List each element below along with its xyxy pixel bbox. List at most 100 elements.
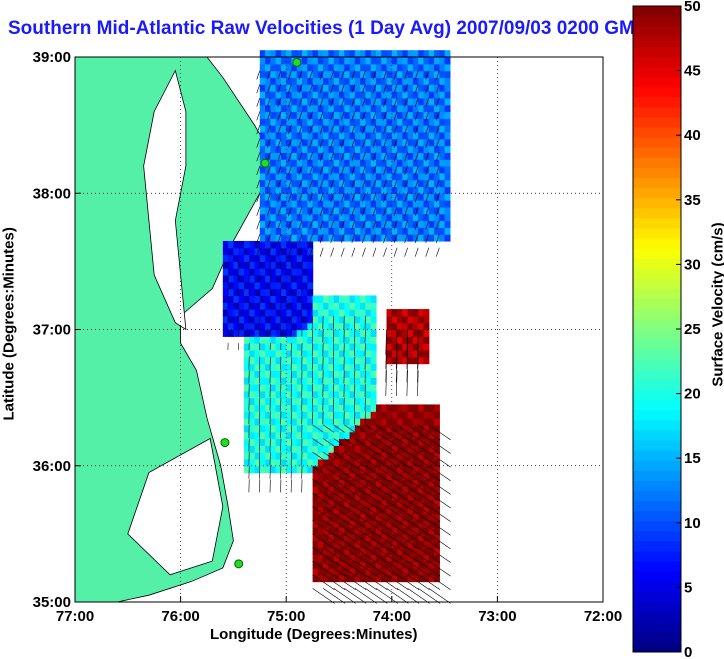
velocity-arrow xyxy=(256,193,261,203)
velocity-arrow xyxy=(417,343,419,369)
velocity-cell xyxy=(291,288,298,297)
velocity-cell xyxy=(360,70,366,79)
velocity-cell xyxy=(370,159,377,167)
velocity-cell xyxy=(228,315,234,324)
velocity-cell xyxy=(360,486,366,494)
velocity-cell xyxy=(275,363,282,371)
velocity-cell xyxy=(434,520,440,528)
velocity-cell xyxy=(307,254,314,262)
velocity-cell xyxy=(354,445,361,453)
velocity-cell xyxy=(312,486,319,494)
velocity-cell xyxy=(339,465,345,474)
velocity-cell xyxy=(365,424,372,433)
velocity-cell xyxy=(333,445,340,453)
velocity-cell xyxy=(434,104,440,113)
velocity-cell xyxy=(402,343,409,351)
velocity-arrow xyxy=(435,179,440,189)
velocity-arrow xyxy=(330,206,335,216)
velocity-arrow xyxy=(256,70,261,80)
velocity-cell xyxy=(412,506,419,515)
velocity-arrow xyxy=(319,220,324,230)
colorbar-band xyxy=(633,228,681,239)
velocity-cell xyxy=(428,179,435,188)
velocity-cell xyxy=(275,138,282,147)
velocity-cell xyxy=(365,472,372,480)
velocity-cell xyxy=(412,329,419,337)
velocity-cell xyxy=(243,281,250,290)
velocity-cell xyxy=(391,193,398,201)
velocity-arrow xyxy=(435,138,440,148)
velocity-cell xyxy=(434,125,440,133)
velocity-cell xyxy=(349,193,356,201)
velocity-cell xyxy=(407,547,414,555)
velocity-arrow xyxy=(333,465,356,481)
velocity-cell xyxy=(375,404,382,412)
velocity-cell xyxy=(339,315,345,324)
velocity-cell xyxy=(434,533,440,542)
velocity-cell xyxy=(254,336,261,344)
velocity-cell xyxy=(402,104,409,113)
velocity-cell xyxy=(386,329,393,337)
velocity-cell xyxy=(397,574,403,583)
velocity-cell xyxy=(354,540,361,549)
velocity-cell xyxy=(397,472,403,480)
velocity-cell xyxy=(259,227,266,235)
velocity-cell xyxy=(439,213,446,222)
velocity-cell xyxy=(333,561,340,569)
velocity-cell xyxy=(360,465,366,474)
velocity-cell xyxy=(344,77,351,85)
velocity-cell xyxy=(360,220,366,228)
velocity-cell xyxy=(386,166,393,174)
colorbar-band xyxy=(633,308,681,320)
velocity-cell xyxy=(381,445,388,453)
velocity-cell xyxy=(328,458,335,467)
velocity-cell xyxy=(381,125,388,133)
velocity-cell xyxy=(428,70,435,79)
colorbar-band xyxy=(633,440,681,451)
velocity-cell xyxy=(280,336,287,344)
velocity-cell xyxy=(312,152,319,160)
velocity-cell xyxy=(270,384,277,392)
velocity-cell xyxy=(354,336,361,344)
velocity-cell xyxy=(412,179,419,188)
colorbar-band xyxy=(633,460,681,471)
velocity-cell xyxy=(391,84,398,92)
velocity-cell xyxy=(302,159,308,167)
velocity-cell xyxy=(370,152,377,160)
velocity-cell xyxy=(317,97,324,106)
velocity-arrow xyxy=(383,234,387,244)
velocity-cell xyxy=(307,397,314,406)
colorbar-band xyxy=(633,318,681,330)
velocity-arrow xyxy=(435,111,440,121)
velocity-cell xyxy=(275,370,282,378)
velocity-cell xyxy=(307,370,314,378)
velocity-cell xyxy=(381,77,388,85)
velocity-cell xyxy=(428,418,435,426)
velocity-cell xyxy=(317,458,324,467)
colorbar-band xyxy=(633,6,681,17)
velocity-arrow xyxy=(383,97,387,107)
velocity-cell xyxy=(323,452,330,460)
velocity-cell xyxy=(317,213,324,222)
velocity-arrow xyxy=(375,574,399,590)
velocity-cell xyxy=(412,424,419,433)
velocity-cell xyxy=(423,111,430,119)
velocity-cell xyxy=(370,370,377,378)
velocity-cell xyxy=(418,57,425,65)
velocity-cell xyxy=(412,499,419,508)
velocity-cell xyxy=(381,438,388,446)
velocity-cell xyxy=(275,234,282,242)
velocity-cell xyxy=(391,438,398,446)
velocity-cell xyxy=(323,540,330,549)
velocity-cell xyxy=(386,159,393,167)
velocity-cell xyxy=(249,363,256,371)
velocity-cell xyxy=(254,295,261,303)
velocity-cell xyxy=(365,404,372,412)
velocity-cell xyxy=(360,309,366,317)
velocity-cell xyxy=(228,240,234,249)
velocity-cell xyxy=(339,472,345,480)
velocity-cell xyxy=(412,315,419,324)
velocity-arrow xyxy=(404,97,408,107)
velocity-arrow xyxy=(277,220,282,230)
velocity-cell xyxy=(328,125,335,133)
